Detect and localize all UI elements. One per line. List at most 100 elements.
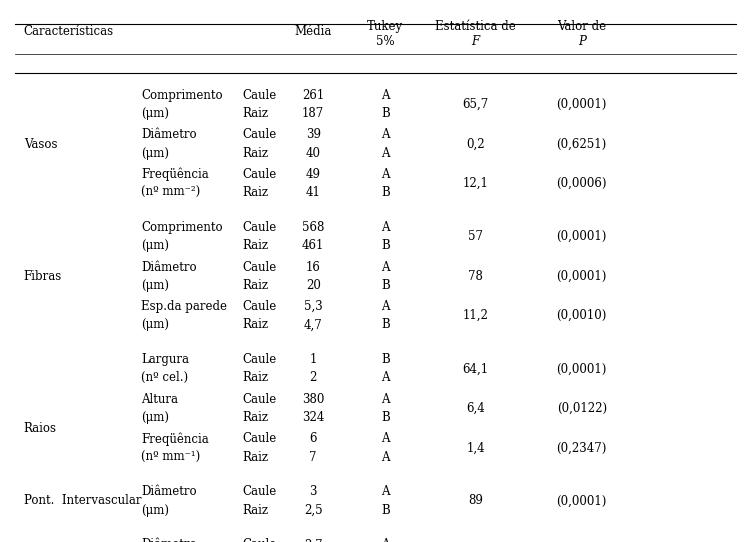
Text: B: B: [381, 239, 390, 252]
Text: 2,5: 2,5: [304, 504, 323, 517]
Text: (0,0001): (0,0001): [556, 230, 607, 243]
Text: A: A: [381, 486, 390, 499]
Text: 78: 78: [468, 270, 483, 283]
Text: 0,2: 0,2: [466, 138, 485, 151]
Text: 4,7: 4,7: [304, 318, 323, 331]
Text: (nº mm⁻²): (nº mm⁻²): [141, 186, 201, 199]
Text: 380: 380: [302, 393, 324, 406]
Text: Diâmetro: Diâmetro: [141, 261, 197, 274]
Text: Caule: Caule: [242, 486, 277, 499]
Text: Pont.  Intervascular: Pont. Intervascular: [24, 494, 141, 507]
Text: Raiz: Raiz: [242, 318, 268, 331]
Text: 7: 7: [309, 450, 317, 463]
Text: Caule: Caule: [242, 221, 277, 234]
Text: Estatística de: Estatística de: [435, 20, 516, 33]
Text: 65,7: 65,7: [462, 98, 489, 111]
Text: 2,7: 2,7: [304, 538, 323, 542]
Text: Caule: Caule: [242, 538, 277, 542]
Text: 1: 1: [310, 353, 317, 366]
Text: (0,2347): (0,2347): [556, 441, 607, 454]
Text: A: A: [381, 393, 390, 406]
Text: A: A: [381, 450, 390, 463]
Text: (μm): (μm): [141, 411, 169, 424]
Text: 6: 6: [309, 433, 317, 446]
Text: Raiz: Raiz: [242, 450, 268, 463]
Text: B: B: [381, 107, 390, 120]
Text: (0,0001): (0,0001): [556, 270, 607, 283]
Text: B: B: [381, 186, 390, 199]
Text: (μm): (μm): [141, 147, 169, 160]
Text: (μm): (μm): [141, 504, 169, 517]
Text: (nº cel.): (nº cel.): [141, 371, 189, 384]
Text: Freqüência: Freqüência: [141, 432, 209, 446]
Text: 41: 41: [306, 186, 320, 199]
Text: Largura: Largura: [141, 353, 190, 366]
Text: 1,4: 1,4: [466, 441, 485, 454]
Text: Caule: Caule: [242, 89, 277, 102]
Text: (0,0001): (0,0001): [556, 494, 607, 507]
Text: 11,2: 11,2: [462, 309, 489, 322]
Text: A: A: [381, 128, 390, 141]
Text: A: A: [381, 300, 390, 313]
Text: (μm): (μm): [141, 279, 169, 292]
Text: B: B: [381, 318, 390, 331]
Text: Diâmetro: Diâmetro: [141, 486, 197, 499]
Text: 187: 187: [302, 107, 324, 120]
Text: Tukey: Tukey: [367, 20, 403, 33]
Text: 40: 40: [306, 147, 320, 160]
Text: 39: 39: [306, 128, 320, 141]
Text: Raiz: Raiz: [242, 411, 268, 424]
Text: (0,0122): (0,0122): [556, 402, 607, 415]
Text: 461: 461: [302, 239, 324, 252]
Text: B: B: [381, 411, 390, 424]
Text: Raiz: Raiz: [242, 186, 268, 199]
Text: A: A: [381, 261, 390, 274]
Text: Caule: Caule: [242, 433, 277, 446]
Text: Vasos: Vasos: [24, 138, 57, 151]
Text: P: P: [578, 35, 586, 48]
Text: (μm): (μm): [141, 318, 169, 331]
Text: 20: 20: [306, 279, 320, 292]
Text: F: F: [472, 35, 480, 48]
Text: Raiz: Raiz: [242, 371, 268, 384]
Text: A: A: [381, 221, 390, 234]
Text: A: A: [381, 168, 390, 181]
Text: 261: 261: [302, 89, 324, 102]
Text: Esp.da parede: Esp.da parede: [141, 300, 227, 313]
Text: A: A: [381, 89, 390, 102]
Text: (0,0001): (0,0001): [556, 98, 607, 111]
Text: Freqüência: Freqüência: [141, 167, 209, 181]
Text: 49: 49: [306, 168, 320, 181]
Text: Valor de: Valor de: [557, 20, 606, 33]
Text: 568: 568: [302, 221, 324, 234]
Text: Caule: Caule: [242, 353, 277, 366]
Text: 89: 89: [468, 494, 483, 507]
Text: (0,0010): (0,0010): [556, 309, 607, 322]
Text: (μm): (μm): [141, 107, 169, 120]
Text: Características: Características: [24, 25, 114, 38]
Text: Caule: Caule: [242, 128, 277, 141]
Text: 5,3: 5,3: [304, 300, 323, 313]
Text: Diâmetro: Diâmetro: [141, 128, 197, 141]
Text: 3: 3: [309, 486, 317, 499]
Text: B: B: [381, 504, 390, 517]
Text: Raios: Raios: [24, 422, 56, 435]
Text: 64,1: 64,1: [462, 362, 489, 375]
Text: B: B: [381, 353, 390, 366]
Text: Raiz: Raiz: [242, 147, 268, 160]
Text: 12,1: 12,1: [462, 177, 489, 190]
Text: Comprimento: Comprimento: [141, 221, 223, 234]
Text: A: A: [381, 433, 390, 446]
Text: Comprimento: Comprimento: [141, 89, 223, 102]
Text: 2: 2: [310, 371, 317, 384]
Text: B: B: [381, 279, 390, 292]
Text: (0,0006): (0,0006): [556, 177, 607, 190]
Text: 16: 16: [306, 261, 320, 274]
Text: 57: 57: [468, 230, 483, 243]
Text: Altura: Altura: [141, 393, 178, 406]
Text: Raiz: Raiz: [242, 504, 268, 517]
Text: (μm): (μm): [141, 239, 169, 252]
Text: (0,6251): (0,6251): [556, 138, 607, 151]
Text: 5%: 5%: [376, 35, 395, 48]
Text: Média: Média: [295, 25, 332, 38]
